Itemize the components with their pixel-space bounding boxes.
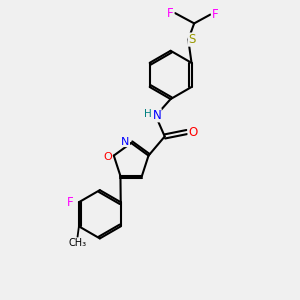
Text: F: F (212, 8, 218, 21)
Text: O: O (188, 125, 197, 139)
Text: N: N (121, 136, 130, 146)
Text: F: F (67, 196, 74, 209)
Text: O: O (103, 152, 112, 162)
Text: F: F (167, 7, 174, 20)
Text: CH₃: CH₃ (68, 238, 86, 248)
Text: N: N (152, 109, 161, 122)
Text: H: H (144, 110, 152, 119)
Text: S: S (188, 33, 196, 46)
